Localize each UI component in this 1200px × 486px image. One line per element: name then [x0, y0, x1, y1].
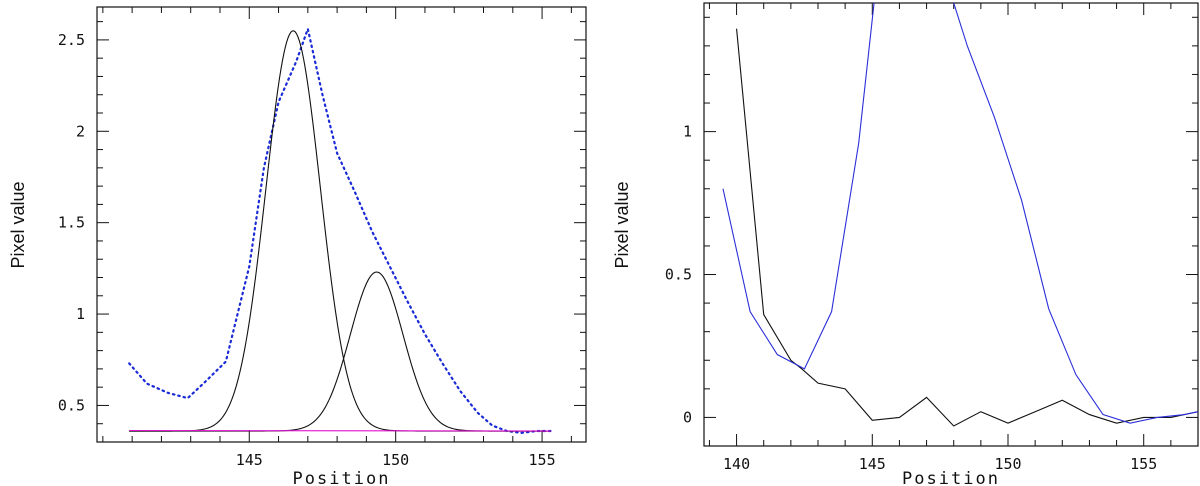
y-tick-label: 0.5: [58, 396, 85, 414]
x-tick-label: 155: [1130, 455, 1157, 473]
x-tick-label: 145: [859, 455, 886, 473]
series-line-0: [736, 28, 1198, 427]
y-tick-label: 0.5: [665, 266, 692, 284]
y-tick-label: 1: [683, 123, 692, 141]
series-line-1: [722, 3, 1198, 424]
x-axis-title: Position: [902, 469, 1000, 486]
y-tick-label: 1: [76, 305, 85, 323]
x-tick-label: 155: [529, 451, 556, 469]
y-tick-label: 1.5: [58, 214, 85, 232]
series-line-0: [128, 24, 552, 434]
series-line-2: [129, 271, 551, 432]
y-tick-label: 2: [76, 122, 85, 140]
right-chart: 140 145 150 155 0 0.5 1 Position Pixel value: [612, 2, 1199, 486]
y-axis-title: Pixel value: [8, 181, 28, 268]
series-line-3: [129, 429, 551, 432]
x-tick-label: 140: [723, 455, 750, 473]
plot-frame: [96, 6, 587, 443]
x-tick-label: 150: [382, 451, 409, 469]
x-tick-label: 145: [236, 451, 263, 469]
left-chart: 145 150 155 0.5 1 1.5 2 2.5 Position Pixel value: [8, 6, 587, 486]
x-tick-label: 150: [994, 455, 1021, 473]
plot-frame: [703, 2, 1199, 447]
y-axis-title: Pixel value: [612, 181, 632, 268]
y-tick-label: 0: [683, 408, 692, 426]
y-tick-label: 2.5: [58, 31, 85, 49]
x-axis-title: Position: [293, 469, 391, 486]
